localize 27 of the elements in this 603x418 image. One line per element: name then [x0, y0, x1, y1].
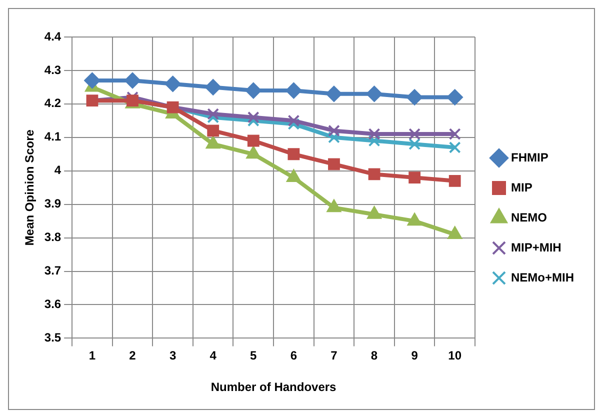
y-tick-label: 4.3	[44, 62, 62, 77]
legend-label: MIP+MIH	[511, 240, 562, 254]
legend-label: NEMo+MIH	[511, 270, 574, 284]
y-tick-label: 4	[54, 163, 62, 178]
legend-label: NEMO	[511, 210, 547, 224]
y-tick-label: 3.7	[44, 264, 62, 278]
y-tick-label: 4.2	[44, 96, 62, 110]
legend-label: MIP	[511, 180, 532, 194]
x-tick-label: 8	[370, 348, 378, 363]
x-axis-title: Number of Handovers	[210, 380, 337, 394]
x-tick-label: 5	[250, 348, 258, 363]
y-tick-label: 3.5	[44, 330, 62, 345]
y-tick-label: 3.9	[44, 196, 62, 211]
x-tick-label: 7	[330, 348, 338, 363]
x-tick-label: 4	[210, 348, 217, 363]
x-tick-label: 6	[290, 348, 298, 363]
x-tick-label: 10	[448, 348, 462, 363]
x-tick-label: 3	[169, 348, 176, 363]
y-tick-label: 3.6	[44, 297, 62, 312]
x-tick-label: 2	[129, 348, 136, 363]
y-tick-label: 3.8	[44, 230, 62, 244]
y-tick-label: 4.1	[44, 130, 62, 144]
x-tick-label: 9	[411, 348, 418, 363]
y-tick-label: 4.4	[44, 29, 62, 44]
x-tick-label: 1	[88, 348, 96, 363]
legend-label: FHMIP	[511, 150, 548, 164]
y-axis-title: Mean Opinion Score	[22, 129, 37, 246]
